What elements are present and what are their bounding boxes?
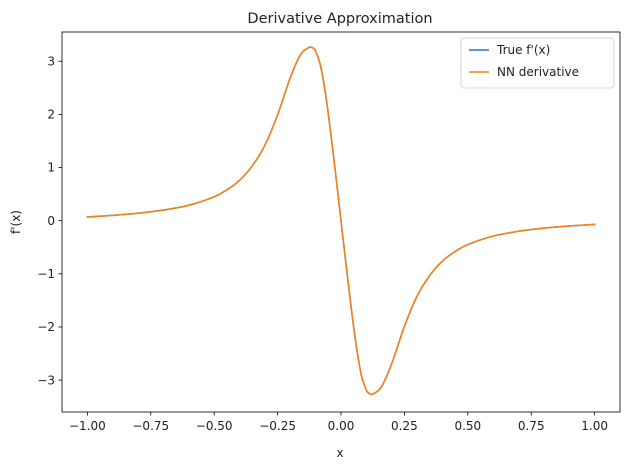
x-tick-label: −0.25	[259, 419, 296, 433]
x-tick-label: 0.75	[518, 419, 545, 433]
y-tick-label: 3	[47, 54, 55, 68]
y-axis-ticks: −3 −2 −1 0 1 2 3	[37, 54, 62, 387]
x-tick-label: 0.50	[454, 419, 481, 433]
legend-box	[460, 37, 615, 89]
legend: True f'(x) NN derivative	[460, 37, 615, 89]
series-line-nn	[86, 46, 596, 396]
x-tick-label: −0.75	[132, 419, 169, 433]
y-tick-label: 0	[47, 214, 55, 228]
chart-title: Derivative Approximation	[247, 11, 432, 27]
x-tick-label: 0.25	[391, 419, 418, 433]
x-tick-label: −1.00	[69, 419, 106, 433]
x-tick-label: 0.00	[328, 419, 355, 433]
x-tick-label: −0.50	[196, 419, 233, 433]
y-tick-label: −1	[37, 267, 55, 281]
x-tick-label: 1.00	[581, 419, 608, 433]
legend-label-true: True f'(x)	[496, 43, 550, 57]
y-axis-label: f'(x)	[9, 210, 23, 234]
y-tick-label: −3	[37, 373, 55, 387]
y-tick-label: 2	[47, 108, 55, 122]
legend-label-nn: NN derivative	[497, 65, 579, 79]
y-tick-label: 1	[47, 161, 55, 175]
x-axis-ticks: −1.00 −0.75 −0.50 −0.25 0.00 0.25 0.50 0.75 1.00	[69, 412, 608, 433]
plot-lines	[86, 46, 596, 396]
y-tick-label: −2	[37, 320, 55, 334]
x-axis-label: x	[336, 446, 343, 460]
